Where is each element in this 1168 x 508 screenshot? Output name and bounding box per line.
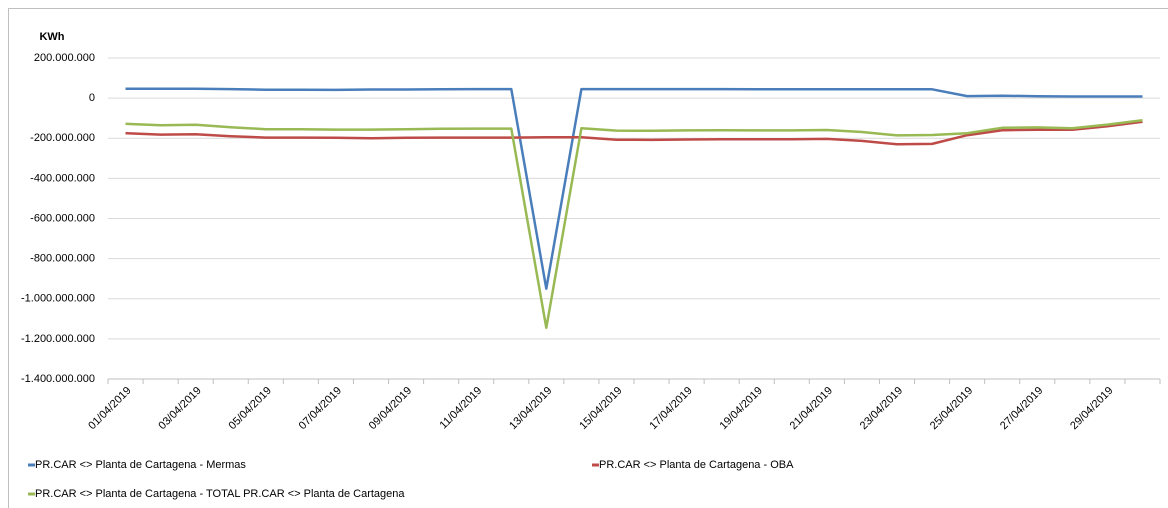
y-tick-label: 0 [89,92,95,104]
y-tick-label: -1.000.000.000 [21,293,95,305]
y-tick-label: -200.000.000 [30,132,95,144]
x-tick-label: 27/04/2019 [998,385,1045,432]
legend-label: PR.CAR <> Planta de Cartagena - TOTAL PR… [35,488,405,500]
x-tick-label: 11/04/2019 [438,385,485,432]
y-axis-title: KWh [39,31,64,43]
x-tick-label: 03/04/2019 [156,385,203,432]
x-tick-label: 13/04/2019 [507,385,554,432]
x-tick-label: 07/04/2019 [297,385,344,432]
y-tick-label: -400.000.000 [30,172,95,184]
y-tick-label: -1.400.000.000 [21,373,95,385]
x-tick-label: 17/04/2019 [647,385,694,432]
legend-label: PR.CAR <> Planta de Cartagena - Mermas [35,459,246,471]
x-tick-label: 01/04/2019 [86,385,133,432]
y-tick-label: -1.200.000.000 [21,333,95,345]
x-tick-label: 25/04/2019 [928,385,975,432]
x-tick-label: 09/04/2019 [367,385,414,432]
x-tick-label: 19/04/2019 [717,385,764,432]
series-line [125,87,1143,290]
y-tick-label: 200.000.000 [34,52,95,64]
series-line [125,118,1143,330]
series-line [125,120,1143,146]
x-tick-label: 23/04/2019 [858,385,905,432]
x-tick-label: 21/04/2019 [788,385,835,432]
legend-label: PR.CAR <> Planta de Cartagena - OBA [599,459,794,471]
x-tick-label: 29/04/2019 [1068,385,1115,432]
x-tick-label: 05/04/2019 [227,385,274,432]
x-tick-label: 15/04/2019 [577,385,624,432]
y-tick-label: -800.000.000 [30,253,95,265]
y-tick-label: -600.000.000 [30,212,95,224]
chart-border [8,8,1168,508]
